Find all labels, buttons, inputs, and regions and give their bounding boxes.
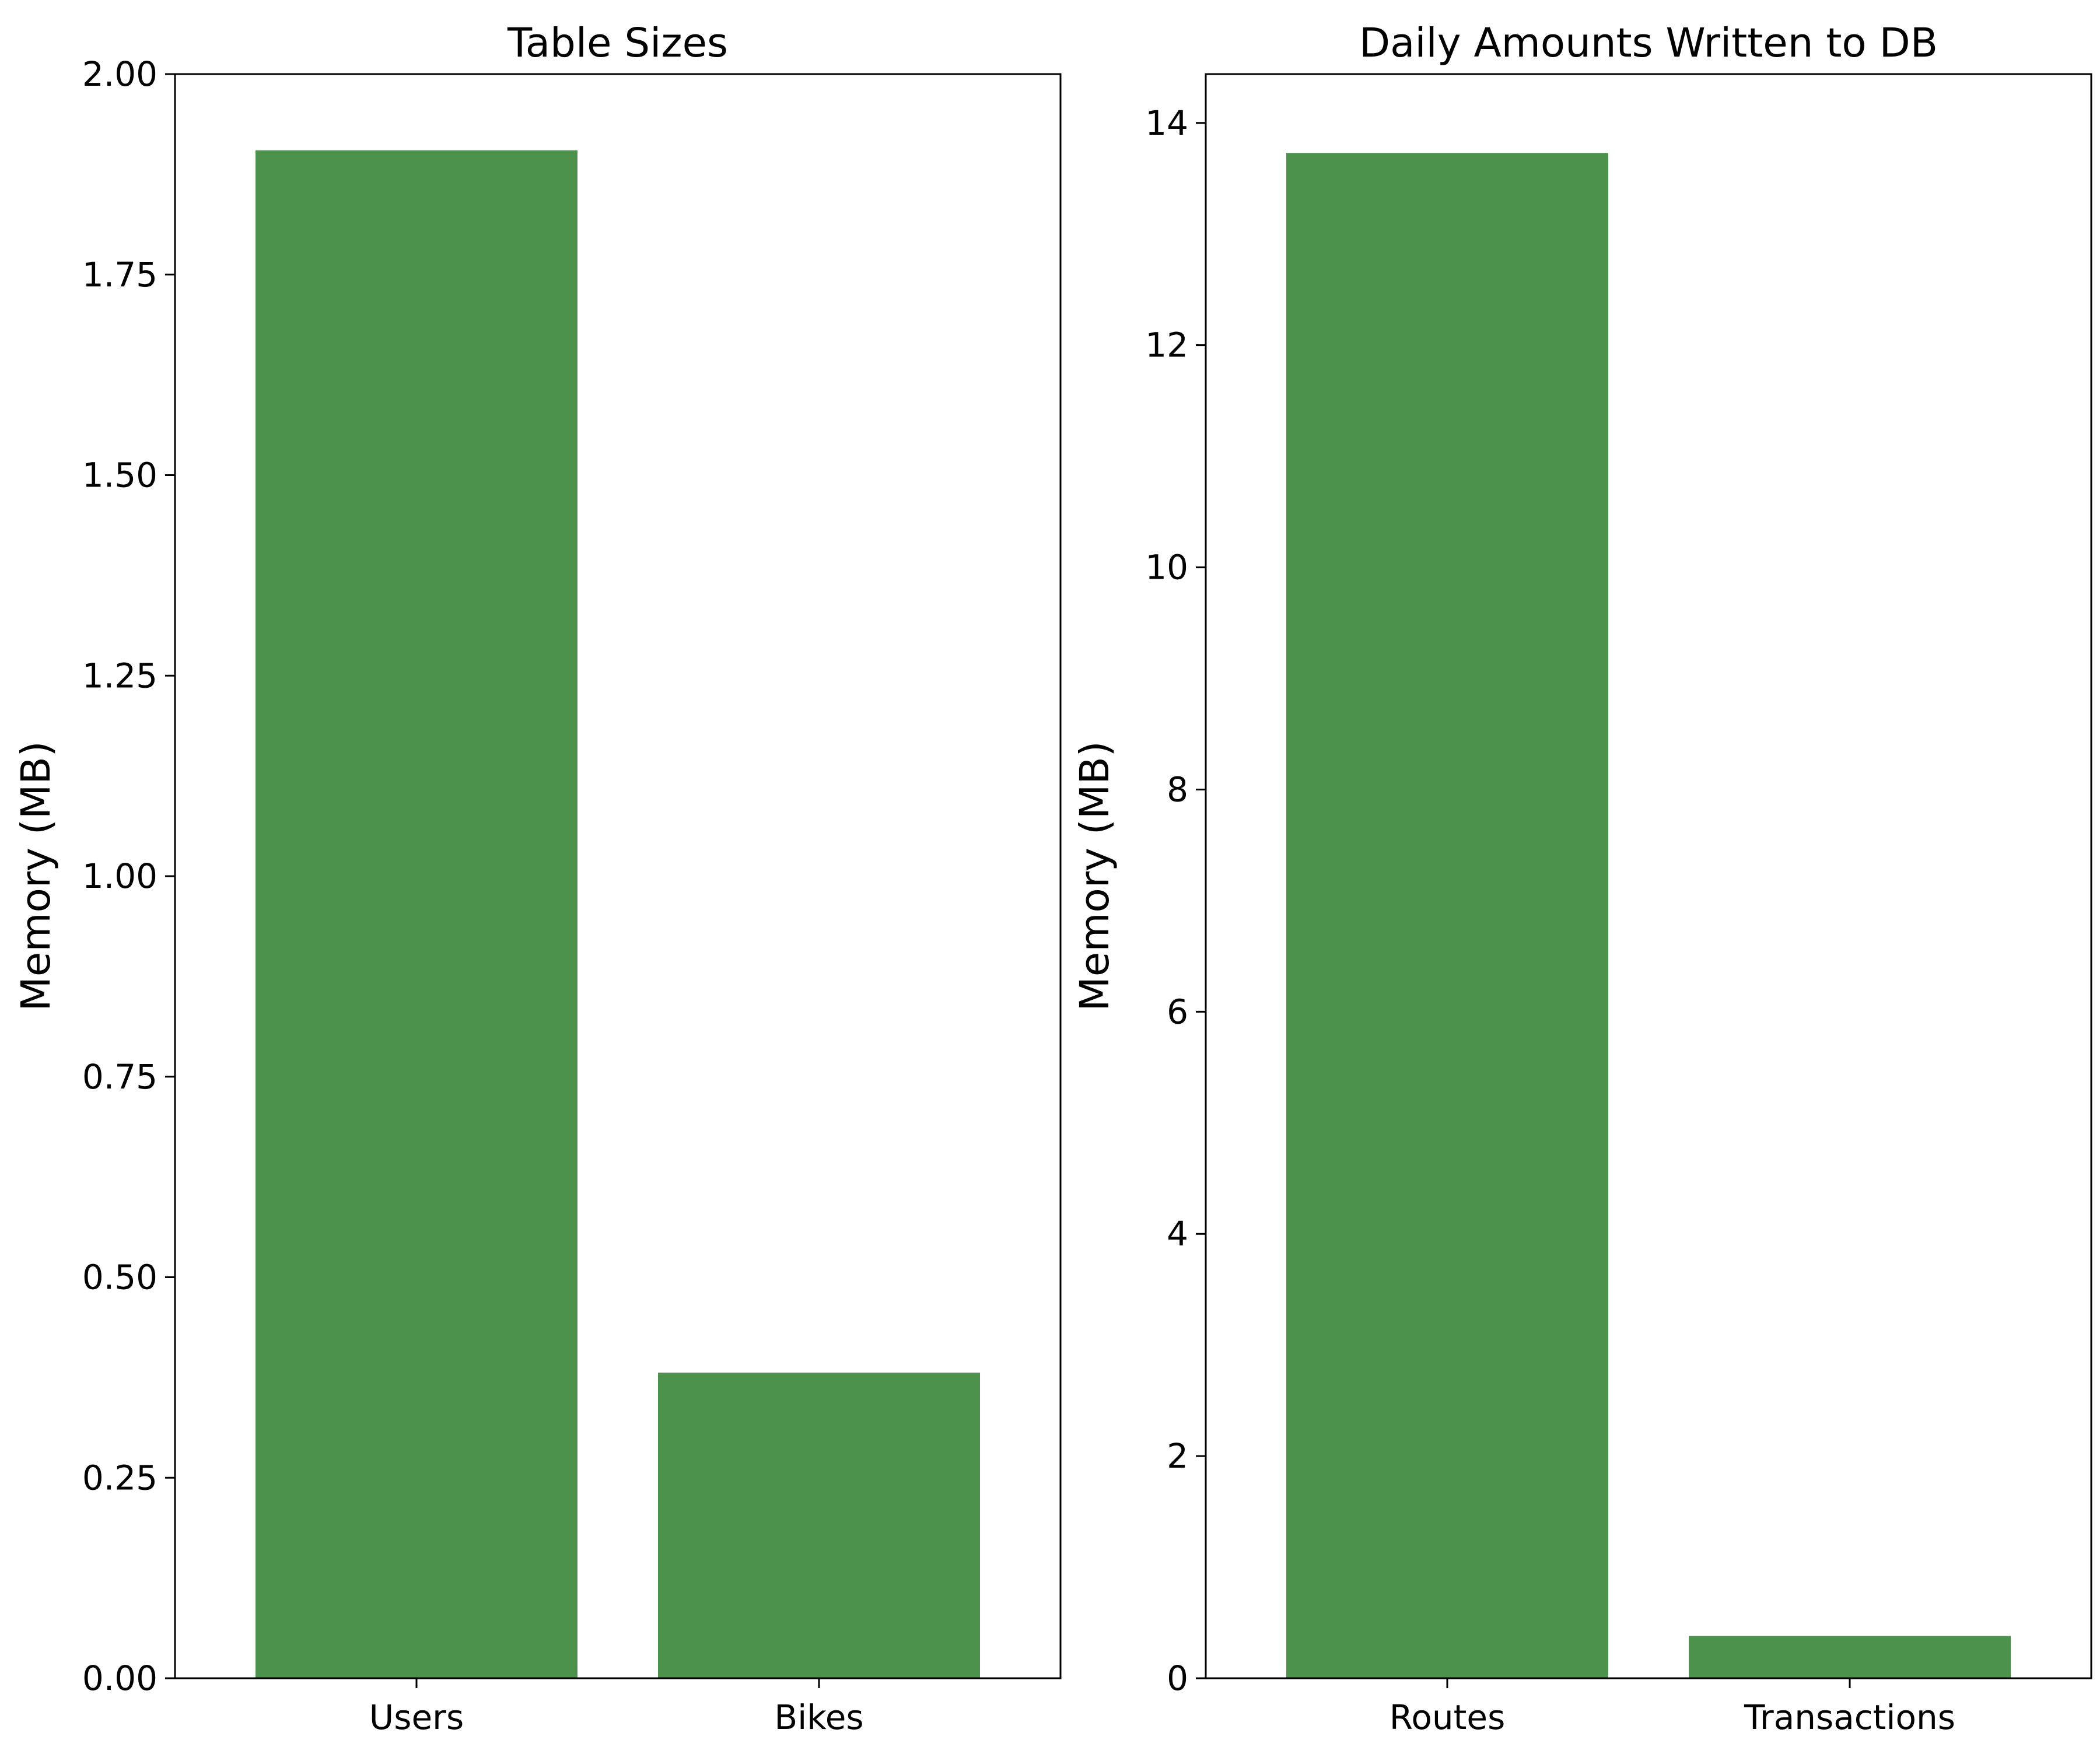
y-tick-label: 6	[1167, 992, 1188, 1031]
y-tick-label: 0	[1167, 1658, 1188, 1698]
y-tick-label: 0.50	[82, 1258, 158, 1297]
bar-transactions	[1689, 1636, 2011, 1678]
y-tick-label: 1.00	[82, 856, 158, 896]
y-tick-label: 1.25	[82, 656, 158, 695]
y-tick-label: 0.75	[82, 1057, 158, 1097]
x-tick-label: Routes	[1390, 1698, 1506, 1737]
bar-bikes	[658, 1373, 980, 1678]
x-tick-label: Users	[369, 1698, 464, 1737]
y-tick-label: 2	[1167, 1436, 1188, 1476]
y-tick-label: 0.25	[82, 1458, 158, 1497]
x-tick-label: Bikes	[774, 1698, 863, 1737]
chart-panel-1: Users Bikes 0.00 0.25 0.50 0.75 1.00 1.25 1.50 1.…	[13, 20, 1062, 1737]
plot-frame	[174, 73, 1062, 1679]
chart-title: Table Sizes	[507, 20, 728, 66]
chart-title: Daily Amounts Written to DB	[1359, 20, 1938, 66]
plot-frame	[1205, 73, 2092, 1679]
chart-panel-2: Routes Transactions 0 2 4 6 8 10 12 14 Daily Amoun…	[1072, 20, 2092, 1737]
y-tick-label: 12	[1145, 326, 1188, 365]
y-tick-label: 2.00	[82, 54, 158, 94]
y-tick-label: 10	[1145, 548, 1188, 587]
y-tick-label: 4	[1167, 1214, 1188, 1254]
y-tick-label: 1.50	[82, 456, 158, 495]
y-axis-label: Memory (MB)	[1072, 741, 1118, 1011]
y-axis-label: Memory (MB)	[13, 741, 60, 1011]
x-tick-label: Transactions	[1744, 1698, 1955, 1737]
y-tick-label: 1.75	[82, 255, 158, 295]
bar-users	[256, 150, 578, 1678]
bar-routes	[1286, 153, 1608, 1679]
y-tick-label: 8	[1167, 769, 1188, 809]
y-tick-label: 14	[1145, 103, 1188, 143]
y-tick-label: 0.00	[82, 1658, 158, 1698]
